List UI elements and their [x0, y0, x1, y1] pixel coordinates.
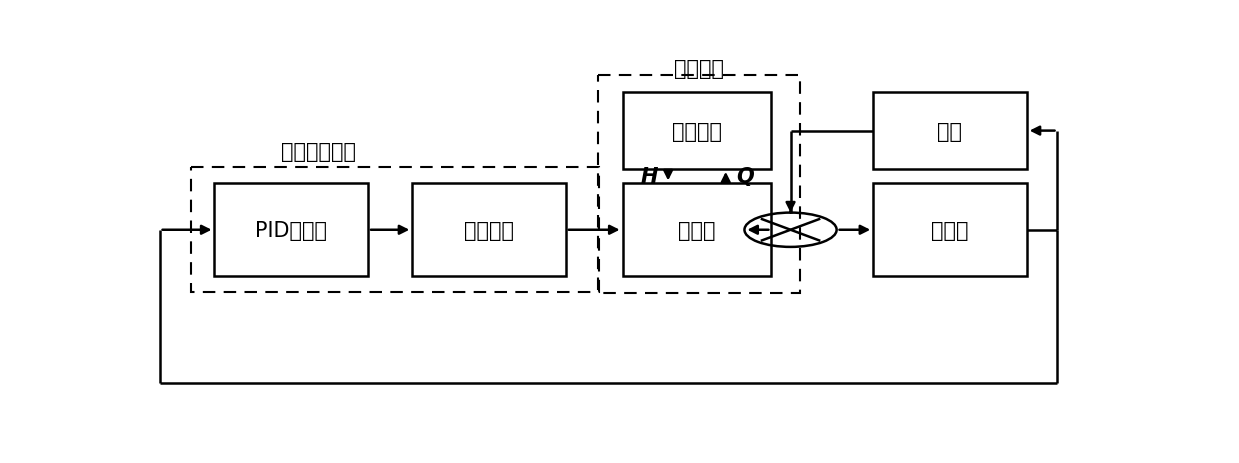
Text: 压力管道: 压力管道: [672, 121, 722, 141]
Text: 负荷: 负荷: [938, 121, 963, 141]
Bar: [873, 184, 1027, 276]
Text: 水轮机: 水轮机: [678, 220, 716, 240]
Text: PID控制器: PID控制器: [255, 220, 327, 240]
Bar: [622, 93, 772, 169]
Text: H: H: [641, 167, 658, 187]
Text: Q: Q: [736, 167, 753, 187]
Bar: [598, 76, 800, 294]
Text: 水轮机调速器: 水轮机调速器: [280, 142, 356, 162]
Text: 水力系统: 水力系统: [674, 59, 725, 79]
Bar: [214, 184, 368, 276]
Bar: [622, 184, 772, 276]
Bar: [413, 184, 566, 276]
Bar: [873, 93, 1027, 169]
Bar: [191, 168, 600, 293]
Text: 发电机: 发电机: [932, 220, 969, 240]
Text: 执行机构: 执行机构: [465, 220, 514, 240]
